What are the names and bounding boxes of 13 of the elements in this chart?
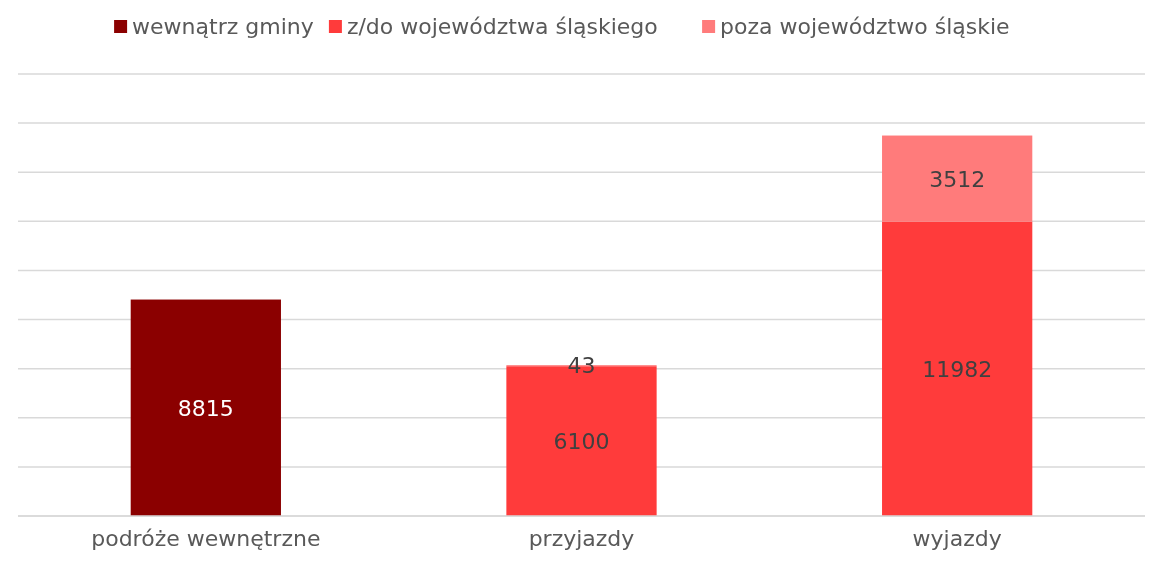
legend-label: wewnątrz gminy <box>132 14 314 39</box>
bar <box>130 299 281 516</box>
legend-label: poza województwo śląskie <box>720 14 1010 39</box>
bar <box>882 221 1033 516</box>
x-tick-label: podróże wewnętrzne <box>91 526 321 551</box>
x-tick-label: przyjazdy <box>528 526 635 551</box>
data-label: 11982 <box>922 356 993 382</box>
data-label: 6100 <box>553 429 610 455</box>
legend-label: z/do województwa śląskiego <box>346 14 658 39</box>
data-label: 8815 <box>177 395 234 421</box>
data-label: 3512 <box>929 166 986 192</box>
bar <box>882 135 1033 222</box>
x-tick-label: wyjazdy <box>912 526 1002 551</box>
